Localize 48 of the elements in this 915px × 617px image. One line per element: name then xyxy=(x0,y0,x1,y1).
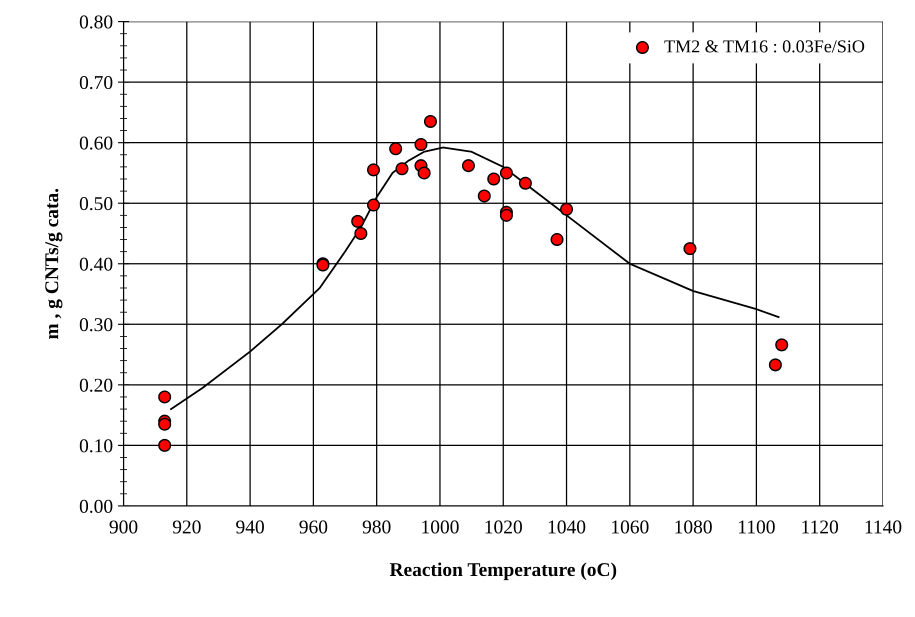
point xyxy=(351,214,364,228)
x-tick-label: 1000 xyxy=(422,520,459,534)
point xyxy=(389,142,402,156)
y-tick-label: 0.10 xyxy=(80,439,112,452)
point xyxy=(367,198,380,212)
point xyxy=(518,176,532,190)
y-tick-label: 0.70 xyxy=(80,76,112,90)
point xyxy=(424,114,437,128)
point xyxy=(487,172,500,186)
point xyxy=(683,242,696,256)
x-tick-label: 1040 xyxy=(548,520,586,534)
y-axis-title: m , g CNTs/g cata. xyxy=(45,188,62,340)
legend-label: TM2 & TM16 : 0.03Fe/SiO xyxy=(664,40,864,53)
y-tick-label: 0.60 xyxy=(80,136,112,150)
y-tick-label: 0.50 xyxy=(80,197,112,210)
point xyxy=(500,166,513,180)
y-tick-label: 0.40 xyxy=(80,258,112,271)
x-tick-label: 900 xyxy=(110,520,138,534)
x-tick-label: 1060 xyxy=(612,520,649,534)
x-tick-label: 1100 xyxy=(739,520,775,534)
point xyxy=(158,418,172,431)
x-tick-label: 920 xyxy=(172,520,201,534)
x-tick-label: 960 xyxy=(299,520,328,534)
x-tick-label: 1020 xyxy=(486,520,522,534)
x-tick-label: 980 xyxy=(362,520,391,534)
x-tick-label: 1140 xyxy=(866,520,902,534)
x-tick-label: 1080 xyxy=(675,520,712,534)
point xyxy=(550,233,564,246)
point xyxy=(500,208,513,222)
y-tick-label: 0.30 xyxy=(80,318,112,332)
point xyxy=(768,358,782,372)
point xyxy=(395,162,408,176)
point xyxy=(462,159,475,172)
y-tick-label: 0.20 xyxy=(80,378,112,392)
point xyxy=(418,166,431,180)
x-axis-title: Reaction Temperature (oC) xyxy=(390,562,616,580)
x-tick-label: 1120 xyxy=(802,520,838,534)
x-tick-label: 940 xyxy=(236,520,264,534)
point xyxy=(478,189,491,202)
y-tick-label: 0.80 xyxy=(80,15,112,29)
y-tick-label: 0.00 xyxy=(80,500,112,513)
point xyxy=(367,163,380,176)
point xyxy=(354,226,368,240)
point xyxy=(560,202,574,216)
point xyxy=(158,390,172,404)
point xyxy=(775,338,788,352)
point xyxy=(158,438,172,452)
point xyxy=(414,138,428,151)
